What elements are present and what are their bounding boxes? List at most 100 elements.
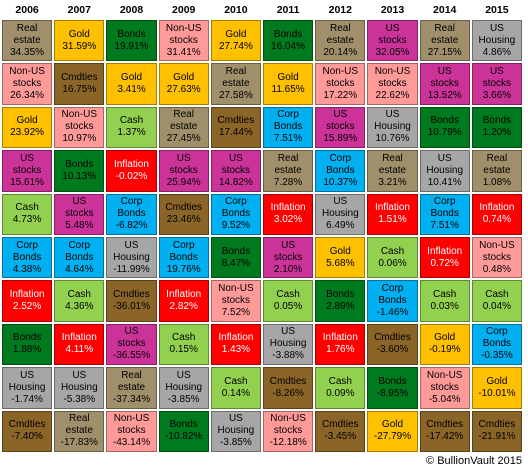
table-cell: Non-US stocks 10.97% xyxy=(54,106,105,149)
return-value: 26.34% xyxy=(10,90,45,102)
table-cell: Non-US stocks -12.18% xyxy=(263,410,314,452)
asset-label: US Housing xyxy=(8,369,46,393)
asset-label: Inflation xyxy=(427,245,463,257)
table-cell: Bonds -10.82% xyxy=(158,410,209,452)
table-cell: US stocks 14.82% xyxy=(210,150,261,192)
asset-label: Cash xyxy=(15,202,39,214)
table-cell: Non-US stocks 22.62% xyxy=(367,63,418,105)
table-cell: Non-US stocks -43.14% xyxy=(106,410,157,452)
return-value: 1.76% xyxy=(326,344,355,356)
asset-label: Bonds xyxy=(482,115,512,127)
asset-label: Cash xyxy=(380,245,405,257)
table-cell: Corp Bonds 7.51% xyxy=(419,193,470,235)
asset-label: US Housing xyxy=(374,109,411,133)
table-cell: Cmdties -17.42% xyxy=(419,410,470,452)
return-value: 4.11% xyxy=(65,344,94,356)
table-cell: US Housing -5.38% xyxy=(54,367,105,409)
return-value: 0.06% xyxy=(378,257,407,269)
table-cell: US Housing -3.85% xyxy=(210,410,261,452)
asset-label: US stocks xyxy=(482,66,512,90)
return-value: -6.82% xyxy=(115,220,148,232)
year-header: 2010 xyxy=(224,4,248,16)
year-header: 2011 xyxy=(276,4,300,16)
asset-label: Non-US stocks xyxy=(61,109,98,133)
return-value: 0.05% xyxy=(273,301,303,313)
return-value: 7.51% xyxy=(430,220,459,232)
asset-label: US Housing xyxy=(113,239,150,263)
asset-label: Real estate xyxy=(13,22,41,46)
return-value: 2.82% xyxy=(169,301,198,313)
asset-label: Corp Bonds xyxy=(273,109,303,133)
table-cell: Cmdties 16.75% xyxy=(54,63,105,105)
asset-label: US stocks xyxy=(273,239,303,263)
asset-label: Cmdties xyxy=(113,289,150,301)
asset-label: Bonds xyxy=(221,245,251,257)
return-value: 15.89% xyxy=(323,133,358,145)
return-value: 4.36% xyxy=(65,301,94,313)
return-value: 3.66% xyxy=(482,90,512,102)
asset-label: Cash xyxy=(119,115,144,127)
asset-label: Cmdties xyxy=(426,419,464,431)
returns-table: 2006 2007 2008 2009 2010 2011 2012 2013 2014 2015… xyxy=(2,2,522,452)
year-header: 2006 xyxy=(15,4,39,16)
table-cell: Corp Bonds -6.82% xyxy=(106,193,157,235)
table-cell: Corp Bonds 4.38% xyxy=(2,237,53,279)
return-value: 1.08% xyxy=(482,176,512,188)
asset-label: Gold xyxy=(173,72,195,84)
return-value: -36.55% xyxy=(112,350,151,362)
return-value: 0.74% xyxy=(482,214,512,226)
asset-label: Cmdties xyxy=(269,375,307,387)
return-value: 7.28% xyxy=(273,176,303,188)
return-value: 4.38% xyxy=(12,263,42,275)
table-cell: Bonds 19.91% xyxy=(106,20,157,62)
return-value: -7.40% xyxy=(11,431,43,443)
table-cell: Cmdties -21.91% xyxy=(471,410,522,452)
table-cell: Real estate 7.28% xyxy=(263,150,314,192)
return-value: 23.46% xyxy=(166,214,201,226)
table-cell: Cmdties -36.01% xyxy=(106,280,157,322)
asset-label: Cash xyxy=(172,332,196,344)
asset-label: US stocks xyxy=(326,109,355,133)
table-cell: Real estate 27.15% xyxy=(419,20,470,62)
return-value: 10.79% xyxy=(427,127,462,139)
return-value: 5.48% xyxy=(65,220,94,232)
table-cell: Real estate 34.35% xyxy=(2,20,53,62)
table-cell: Gold 31.59% xyxy=(54,20,105,62)
table-cell: Real estate -37.34% xyxy=(106,367,157,409)
return-value: 1.88% xyxy=(12,344,42,356)
table-cell: Inflation 1.76% xyxy=(315,323,366,366)
table-cell: Corp Bonds -1.46% xyxy=(367,280,418,322)
return-value: 27.63% xyxy=(166,84,201,96)
asset-label: Cmdties xyxy=(478,419,516,431)
table-cell: US Housing -3.85% xyxy=(158,367,209,409)
asset-label: Cash xyxy=(485,289,509,301)
table-cell: Cmdties -7.40% xyxy=(2,410,53,452)
asset-label: Cash xyxy=(224,375,248,387)
table-cell: Non-US stocks 0.48% xyxy=(471,237,522,279)
asset-label: US Housing xyxy=(426,152,464,176)
table-cell: Gold 11.65% xyxy=(263,63,314,105)
return-value: 16.04% xyxy=(271,40,306,52)
return-value: 13.52% xyxy=(427,90,462,102)
asset-label: Inflation xyxy=(322,332,358,344)
asset-label: Real estate xyxy=(483,152,511,176)
return-value: 1.51% xyxy=(378,214,407,226)
table-cell: Inflation 1.43% xyxy=(210,323,261,366)
return-value: 0.04% xyxy=(482,301,512,313)
asset-label: Real estate xyxy=(170,109,198,133)
return-value: 7.52% xyxy=(221,307,251,319)
return-value: 27.45% xyxy=(166,133,201,145)
table-cell: Cash 4.73% xyxy=(2,193,53,235)
return-value: -17.42% xyxy=(426,431,464,443)
table-cell: US stocks 13.52% xyxy=(419,63,470,105)
asset-label: Gold xyxy=(486,375,508,387)
asset-label: Gold xyxy=(16,115,38,127)
asset-label: Corp Bonds xyxy=(117,196,146,220)
table-cell: Bonds 1.88% xyxy=(2,323,53,366)
table-cell: Bonds 10.13% xyxy=(54,150,105,192)
return-value: 0.72% xyxy=(430,257,459,269)
asset-label: US stocks xyxy=(65,196,94,220)
table-cell: US stocks 15.89% xyxy=(315,106,366,149)
year-header: 2008 xyxy=(119,4,144,16)
asset-label: Gold xyxy=(225,28,247,40)
